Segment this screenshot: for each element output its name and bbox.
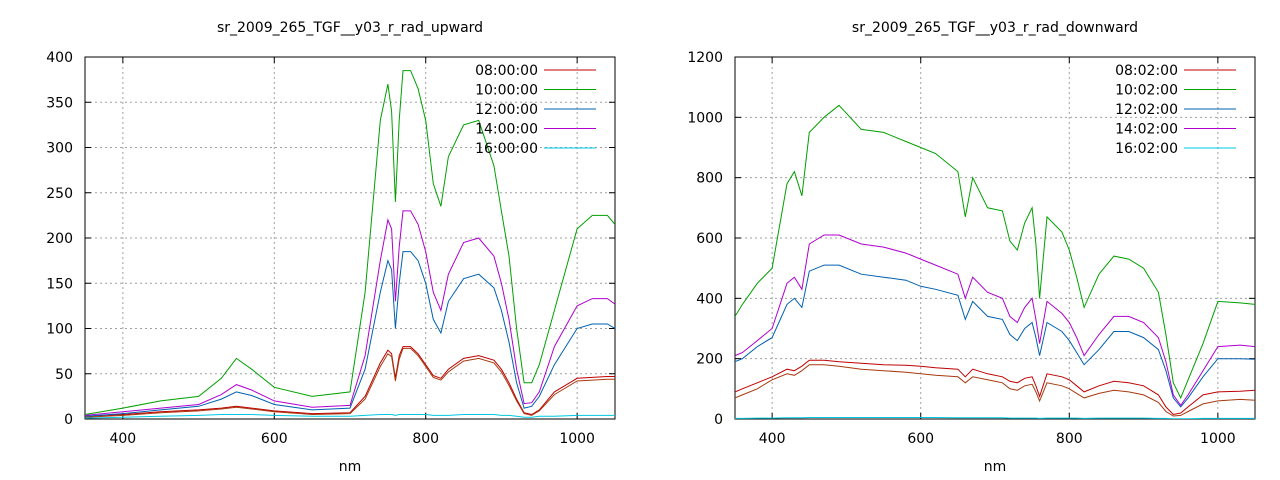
y-tick-label: 0 bbox=[714, 412, 723, 428]
y-tick-label: 150 bbox=[46, 276, 73, 292]
legend: 08:00:00 10:00:00 12:00:00 14:00:00 16:00:00 bbox=[475, 63, 596, 157]
series-line-6 bbox=[85, 414, 615, 419]
y-tick-label: 50 bbox=[55, 367, 73, 383]
legend: 08:02:00 10:02:00 12:02:00 14:02:00 16:02:00 bbox=[1115, 63, 1236, 157]
legend-label: 08:02:00 bbox=[1115, 63, 1178, 79]
x-tick-label: 800 bbox=[412, 431, 439, 447]
legend-label: 10:02:00 bbox=[1115, 83, 1178, 99]
x-tick-label: 800 bbox=[1056, 431, 1083, 447]
y-tick-label: 800 bbox=[696, 171, 723, 187]
series-line-6 bbox=[735, 417, 1255, 419]
series-line-4 bbox=[735, 264, 1255, 408]
series-line-3 bbox=[85, 70, 615, 415]
series-line-1 bbox=[85, 346, 615, 417]
legend-label: 16:02:00 bbox=[1115, 141, 1178, 157]
y-tick-label: 250 bbox=[46, 186, 73, 202]
y-tick-label: 400 bbox=[46, 50, 73, 66]
y-tick-label: 1200 bbox=[687, 50, 723, 66]
series-line-5 bbox=[735, 234, 1255, 407]
x-tick-label: 400 bbox=[759, 431, 786, 447]
chart-title: sr_2009_265_TGF__y03_r_rad_upward bbox=[217, 20, 483, 36]
x-tick-label: 600 bbox=[261, 431, 288, 447]
legend-label: 10:00:00 bbox=[475, 83, 538, 99]
legend-label: 14:02:00 bbox=[1115, 122, 1178, 138]
y-tick-label: 200 bbox=[46, 231, 73, 247]
y-tick-label: 1000 bbox=[687, 110, 723, 126]
chart-title: sr_2009_265_TGF__y03_r_rad_downward bbox=[852, 20, 1138, 36]
y-tick-label: 300 bbox=[46, 141, 73, 157]
series-line-2 bbox=[85, 347, 615, 418]
legend-label: 08:00:00 bbox=[475, 63, 538, 79]
x-tick-label: 600 bbox=[907, 431, 934, 447]
y-tick-label: 0 bbox=[64, 412, 73, 428]
y-tick-label: 200 bbox=[696, 352, 723, 368]
series-line-1 bbox=[735, 359, 1255, 416]
legend-label: 14:00:00 bbox=[475, 122, 538, 138]
legend-label: 12:00:00 bbox=[475, 102, 538, 118]
chart-1: sr_2009_265_TGF__y03_r_rad_upward 400 600 8… bbox=[46, 20, 616, 475]
x-tick-label: 400 bbox=[109, 431, 136, 447]
series-line-5 bbox=[85, 210, 615, 416]
series-line-3 bbox=[735, 104, 1255, 400]
y-tick-label: 400 bbox=[696, 291, 723, 307]
y-tick-label: 100 bbox=[46, 322, 73, 338]
series-line-2 bbox=[735, 364, 1255, 417]
legend-label: 16:00:00 bbox=[475, 141, 538, 157]
x-tick-label: 1000 bbox=[1200, 431, 1236, 447]
y-tick-label: 600 bbox=[696, 231, 723, 247]
series-line-4 bbox=[85, 251, 615, 417]
x-axis-label: nm bbox=[339, 459, 362, 475]
y-tick-label: 350 bbox=[46, 95, 73, 111]
x-axis-label: nm bbox=[984, 459, 1007, 475]
legend-label: 12:02:00 bbox=[1115, 102, 1178, 118]
x-tick-label: 1000 bbox=[559, 431, 595, 447]
chart-2: sr_2009_265_TGF__y03_r_rad_downward 400 60… bbox=[687, 20, 1256, 475]
